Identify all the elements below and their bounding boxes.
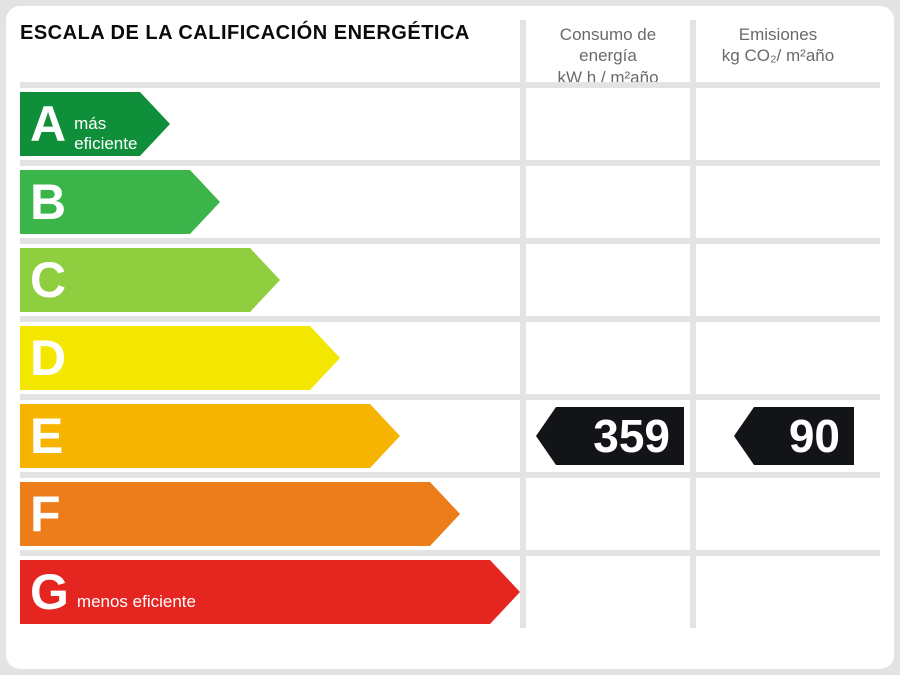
rating-bar-body: C <box>20 248 250 312</box>
rating-row-f: F <box>20 472 880 550</box>
rating-bar-body: Gmenos eficiente <box>20 560 490 624</box>
rating-bar-cell: C <box>20 244 520 316</box>
emissions-cell <box>690 478 860 550</box>
rating-bar-cell: D <box>20 322 520 394</box>
emissions-cell <box>690 166 860 238</box>
emissions-cell <box>690 322 860 394</box>
rating-bar-cell: B <box>20 166 520 238</box>
consumption-cell <box>520 478 690 550</box>
emissions-cell: 90 <box>690 400 860 472</box>
arrow-right-icon <box>430 482 460 546</box>
rating-bar-g: Gmenos eficiente <box>20 560 520 624</box>
column-header-emissions: Emisiones kg CO₂/ m²año <box>690 20 860 82</box>
emissions-header-line2: kg CO₂/ m²año <box>700 45 856 66</box>
consumption-cell <box>520 88 690 160</box>
arrow-right-icon <box>250 248 280 312</box>
arrow-right-icon <box>370 404 400 468</box>
emissions-value: 90 <box>789 409 840 463</box>
emissions-value-badge: 90 <box>754 407 854 465</box>
rating-letter: G <box>30 567 69 617</box>
rating-sublabel: menos eficiente <box>77 592 196 612</box>
rating-row-e: E 359 90 <box>20 394 880 472</box>
rating-rows: Amás eficienteBCDE35990FGmenos eficiente <box>20 82 880 628</box>
rating-letter: A <box>30 99 66 149</box>
rating-bar-cell: E <box>20 400 520 472</box>
arrow-right-icon <box>140 92 170 156</box>
energy-label-card: ESCALA DE LA CALIFICACIÓN ENERGÉTICA Con… <box>6 6 894 669</box>
rating-bar-body: F <box>20 482 430 546</box>
emissions-cell <box>690 88 860 160</box>
emissions-cell <box>690 244 860 316</box>
arrow-right-icon <box>190 170 220 234</box>
emissions-cell <box>690 556 860 628</box>
arrow-right-icon <box>490 560 520 624</box>
rating-bar-cell: Gmenos eficiente <box>20 556 520 628</box>
rating-bar-c: C <box>20 248 280 312</box>
rating-row-g: Gmenos eficiente <box>20 550 880 628</box>
rating-bar-e: E <box>20 404 400 468</box>
consumption-value: 359 <box>593 409 670 463</box>
arrow-right-icon <box>310 326 340 390</box>
consumption-cell <box>520 166 690 238</box>
rating-bar-body: E <box>20 404 370 468</box>
page-title: ESCALA DE LA CALIFICACIÓN ENERGÉTICA <box>20 20 520 82</box>
rating-bar-d: D <box>20 326 340 390</box>
arrow-left-notch-icon <box>536 407 556 465</box>
rating-row-a: Amás eficiente <box>20 82 880 160</box>
consumption-value-badge: 359 <box>556 407 684 465</box>
rating-row-d: D <box>20 316 880 394</box>
rating-sublabel: más eficiente <box>74 114 140 154</box>
rating-bar-body: Amás eficiente <box>20 92 140 156</box>
rating-bar-a: Amás eficiente <box>20 92 170 156</box>
rating-row-c: C <box>20 238 880 316</box>
rating-bar-b: B <box>20 170 220 234</box>
rating-bar-f: F <box>20 482 460 546</box>
column-header-consumption: Consumo de energía kW h / m²año <box>520 20 690 82</box>
consumption-header-line1: Consumo de energía <box>530 24 686 67</box>
rating-letter: B <box>30 177 66 227</box>
rating-row-b: B <box>20 160 880 238</box>
consumption-cell <box>520 556 690 628</box>
rating-letter: D <box>30 333 66 383</box>
consumption-cell <box>520 244 690 316</box>
rating-bar-body: D <box>20 326 310 390</box>
rating-bar-cell: Amás eficiente <box>20 88 520 160</box>
consumption-cell: 359 <box>520 400 690 472</box>
rating-letter: C <box>30 255 66 305</box>
emissions-header-line1: Emisiones <box>700 24 856 45</box>
arrow-left-notch-icon <box>734 407 754 465</box>
rating-letter: E <box>30 411 63 461</box>
consumption-cell <box>520 322 690 394</box>
rating-bar-cell: F <box>20 478 520 550</box>
rating-bar-body: B <box>20 170 190 234</box>
header-row: ESCALA DE LA CALIFICACIÓN ENERGÉTICA Con… <box>20 20 880 82</box>
rating-letter: F <box>30 489 61 539</box>
